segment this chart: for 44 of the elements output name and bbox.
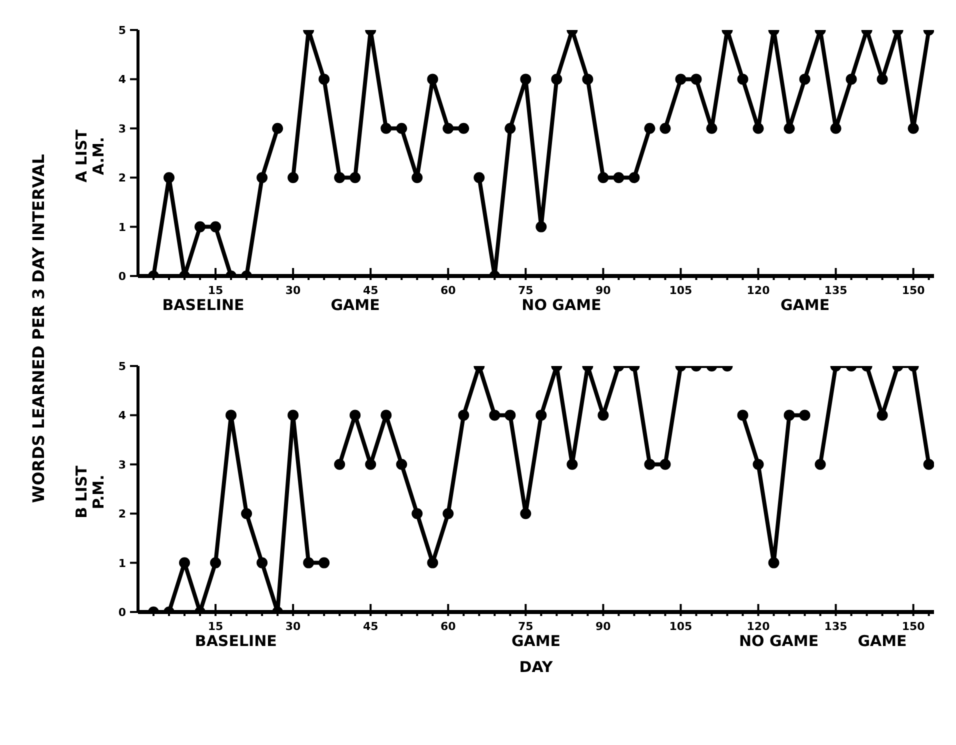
text: GAME [330,296,381,314]
y-tick-label: 1 [118,220,126,234]
y-tick-label: 4 [118,73,126,86]
x-tick-label: 45 [362,620,378,633]
text: BASELINE [194,632,278,650]
y-axis-title: B LIST P.M. [72,466,107,518]
x-tick-label: 120 [746,284,770,297]
x-axis-title: DAY [518,658,554,676]
x-tick-label: 30 [285,620,302,633]
x-tick-label: 105 [669,284,692,297]
x-tick-label: 120 [746,620,770,633]
y-tick-label: 1 [118,556,126,570]
y-tick-label: 3 [118,458,126,472]
x-tick-label: 15 [208,284,224,297]
x-tick-label: 15 [208,620,224,633]
x-tick-label: 30 [285,284,302,297]
x-tick-label: 90 [596,620,612,633]
x-tick-label: 135 [824,284,848,297]
y-tick-label: 5 [118,360,126,373]
x-tick-label: 150 [902,284,926,297]
x-tick-label: 75 [518,284,534,297]
y-axis-title: A LIST A.M. [72,129,108,183]
text: GAME [856,632,908,650]
y-tick-label: 0 [118,606,126,619]
text: NO GAME [520,296,602,314]
text: NO GAME [738,632,820,650]
x-tick-label: 105 [669,620,692,633]
y-tick-label: 4 [118,409,126,422]
y-tick-label: 2 [118,172,126,185]
x-tick-label: 60 [440,284,456,297]
text: GAME [779,296,831,314]
text: WORDS LEARNED PER 3 DAY INTERVAL [28,154,48,502]
text: BASELINE [161,296,246,314]
x-tick-label: 135 [824,620,848,633]
y-tick-label: 0 [118,270,126,283]
x-tick-label: 60 [440,620,456,633]
x-tick-label: 45 [362,284,378,297]
x-tick-label: 90 [596,284,612,297]
y-tick-label: 2 [118,508,126,521]
y-tick-label: 5 [118,24,126,37]
x-tick-label: 75 [518,620,534,633]
text: GAME [510,632,562,650]
y-tick-label: 3 [118,122,126,136]
x-tick-label: 150 [902,620,926,633]
